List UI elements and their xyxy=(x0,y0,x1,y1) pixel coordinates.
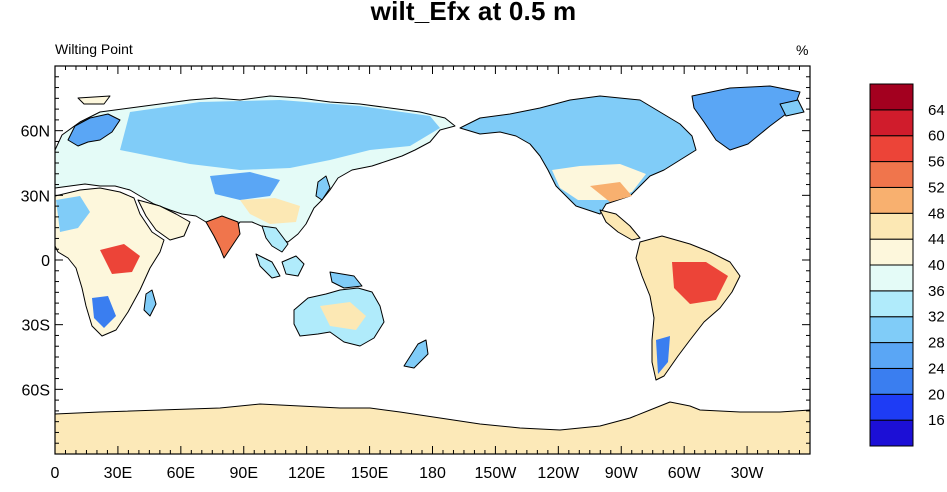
colorbar-label: 24 xyxy=(928,360,945,377)
land-central-america xyxy=(599,209,641,241)
y-tick-label: 30S xyxy=(22,318,50,335)
land-borneo xyxy=(281,255,305,277)
colorbar-box xyxy=(869,186,914,214)
colorbar-label: 36 xyxy=(928,283,945,300)
y-axis: 60N 30N 0 30S 60S xyxy=(21,65,810,455)
x-tick-label: 30W xyxy=(731,465,765,482)
land-se-asia xyxy=(261,225,289,253)
y-tick-label: 60N xyxy=(21,124,50,141)
colorbar-box xyxy=(869,290,914,318)
y-tick-label: 0 xyxy=(41,253,50,270)
colorbar-label: 16 xyxy=(928,412,945,429)
units-label: % xyxy=(796,42,809,58)
variable-long-name: Wilting Point xyxy=(55,41,133,57)
colorbar-box xyxy=(869,393,914,421)
field-patagonia xyxy=(656,336,670,374)
colorbar-box xyxy=(869,342,914,369)
field-central-asia xyxy=(210,172,280,200)
x-tick-label: 180 xyxy=(419,465,446,482)
field-tibet xyxy=(240,198,300,224)
land-japan xyxy=(315,175,331,201)
land-new-zealand xyxy=(403,339,429,369)
colorbar-label: 60 xyxy=(928,128,945,145)
land-greenland xyxy=(691,85,801,151)
field-siberia xyxy=(120,100,440,170)
land-sumatra xyxy=(255,253,281,279)
colorbar-box xyxy=(869,109,914,137)
colorbar-label: 32 xyxy=(928,309,945,326)
colorbar-box xyxy=(869,212,914,240)
x-tick-label: 60E xyxy=(167,465,195,482)
colorbar-label: 64 xyxy=(928,102,945,119)
colorbar-box xyxy=(869,367,914,395)
colorbar-label: 56 xyxy=(928,154,945,171)
x-tick-label: 90E xyxy=(230,465,258,482)
land-svalbard xyxy=(77,95,111,105)
y-tick-label: 30N xyxy=(21,188,50,205)
field-usa-south xyxy=(590,182,632,202)
land-india xyxy=(205,215,241,259)
field-africa-west xyxy=(56,196,90,232)
field-australia-center xyxy=(320,302,366,330)
map-title: wilt_Efx at 0.5 m xyxy=(370,0,577,26)
x-tick-label: 150E xyxy=(351,465,388,482)
colorbar-box xyxy=(869,83,914,111)
colorbar-label: 44 xyxy=(928,231,945,248)
map-field xyxy=(55,85,810,454)
colorbar-box xyxy=(869,419,914,447)
y-tick-label: 60S xyxy=(22,382,50,399)
colorbar-label: 20 xyxy=(928,386,945,403)
colorbar-box xyxy=(869,264,914,292)
colorbar-label: 48 xyxy=(928,205,945,222)
colorbar: 16 20 24 28 32 36 40 44 48 52 56 60 64 xyxy=(869,83,945,447)
colorbar-label: 40 xyxy=(928,257,945,274)
x-tick-label: 120E xyxy=(288,465,325,482)
land-madagascar xyxy=(143,289,157,317)
land-antarctica xyxy=(55,401,810,454)
land-iceland xyxy=(779,99,805,117)
x-axis: 0 30E 60E 90E 120E 150E 180 150W 120W 90W 60W 30W xyxy=(51,66,801,482)
field-africa-south xyxy=(92,296,116,328)
colorbar-box xyxy=(869,316,914,344)
land-new-guinea xyxy=(329,271,363,289)
x-tick-label: 150W xyxy=(475,465,518,482)
colorbar-box xyxy=(869,161,914,188)
colorbar-label: 28 xyxy=(928,335,945,352)
land-arabia xyxy=(137,199,191,241)
x-tick-label: 60W xyxy=(668,465,702,482)
x-tick-label: 90W xyxy=(605,465,639,482)
land-scandinavia xyxy=(67,113,121,147)
field-brazil xyxy=(672,262,728,304)
x-tick-label: 30E xyxy=(104,465,132,482)
colorbar-box xyxy=(869,238,914,266)
x-tick-label: 0 xyxy=(51,465,60,482)
x-tick-label: 120W xyxy=(537,465,580,482)
colorbar-box xyxy=(869,135,914,163)
field-africa-central xyxy=(100,244,140,274)
colorbar-label: 52 xyxy=(928,179,945,196)
